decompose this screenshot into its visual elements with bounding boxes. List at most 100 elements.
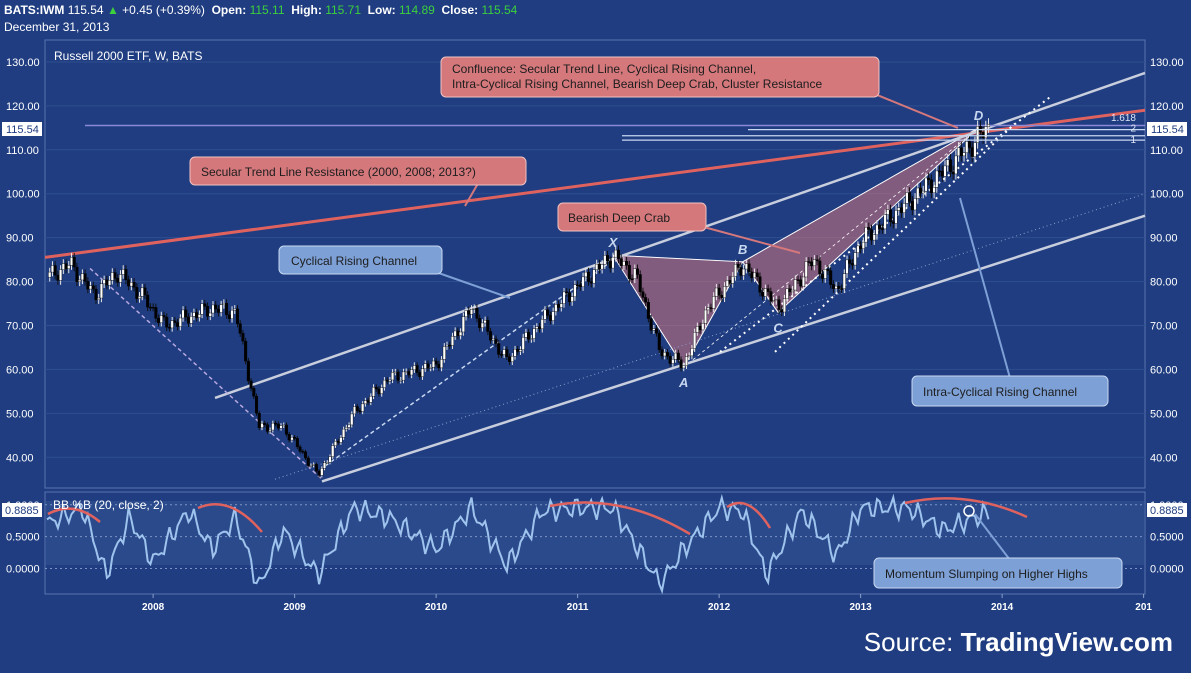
candle-body <box>690 348 694 357</box>
candle-body <box>693 331 697 349</box>
candle-body <box>940 170 944 177</box>
candle-body <box>450 336 454 346</box>
candle-body <box>295 438 299 448</box>
candle-body <box>660 349 664 357</box>
candle-body <box>323 462 327 469</box>
candle-body <box>644 297 648 303</box>
candle-body <box>627 265 631 279</box>
candle-body <box>807 261 811 263</box>
confluence-callout[interactable]: Confluence: Secular Trend Line, Cyclical… <box>440 56 959 129</box>
candle-body <box>219 304 223 313</box>
candle-body <box>891 221 895 224</box>
candle-body <box>497 343 501 355</box>
candle-body <box>938 170 942 173</box>
price-tick-left: 130.00 <box>6 57 40 69</box>
candle-body <box>129 282 133 287</box>
candle-body <box>48 271 52 278</box>
candle-body <box>67 265 71 270</box>
candle-body <box>56 274 60 281</box>
secular-trend-callout[interactable]: Secular Trend Line Resistance (2000, 200… <box>189 156 527 207</box>
pattern-point-C: C <box>773 320 783 335</box>
momentum-marker <box>963 505 975 517</box>
candle-body <box>899 207 903 213</box>
candle-body <box>516 349 520 352</box>
candle-body <box>453 330 457 337</box>
candle-body <box>244 340 248 362</box>
candle-body <box>840 288 844 290</box>
candle-body <box>780 309 784 313</box>
decline-dashed-line <box>89 267 323 480</box>
candle-body <box>625 261 629 266</box>
candles-layer <box>48 118 991 478</box>
intra-channel-callout[interactable]: Intra-Cyclical Rising Channel <box>911 197 1109 407</box>
price-tick-left: 120.00 <box>6 101 40 113</box>
quote-open: 115.11 <box>249 3 285 17</box>
candle-body <box>216 308 220 313</box>
source-prefix: Source: <box>863 627 961 657</box>
candle-body <box>426 363 430 369</box>
candle-body <box>214 304 218 310</box>
candle-body <box>94 288 98 300</box>
cyclical-channel-callout[interactable]: Cyclical Rising Channel <box>278 245 511 299</box>
candle-body <box>880 228 884 230</box>
candle-body <box>870 229 874 241</box>
candle-body <box>758 276 762 293</box>
candle-body <box>587 271 591 282</box>
channel-midline <box>274 193 1146 480</box>
candle-body <box>753 272 757 279</box>
momentum-callout-pointer <box>974 513 1011 561</box>
candle-body <box>655 328 659 334</box>
price-tick-left: 50.00 <box>6 408 34 420</box>
candle-body <box>358 410 362 412</box>
last-price-tag-right-text: 115.54 <box>1151 124 1184 136</box>
trend-lines-layer[interactable] <box>44 71 1146 483</box>
cyclical-channel-lower[interactable] <box>321 214 1146 483</box>
candle-body <box>173 320 177 323</box>
candle-body <box>192 312 196 317</box>
price-tick-left: 60.00 <box>6 364 34 376</box>
intra-channel-callout-text: Intra-Cyclical Rising Channel <box>923 385 1077 399</box>
source-credit[interactable]: Source: TradingView.com <box>864 627 1173 658</box>
candle-body <box>448 344 452 347</box>
candle-body <box>684 356 688 366</box>
cyclical-channel-upper[interactable] <box>214 71 1146 400</box>
candle-body <box>238 323 242 334</box>
candle-body <box>442 346 446 360</box>
candle-body <box>271 422 275 431</box>
candle-body <box>309 465 313 467</box>
candle-body <box>943 165 947 177</box>
candle-body <box>306 457 310 466</box>
candle-body <box>227 314 231 319</box>
time-axis[interactable]: 2008 2009 2010 2011 2012 2013 2014 201 <box>142 594 1152 613</box>
quote-high-label: High: <box>291 3 322 17</box>
candle-body <box>410 369 414 376</box>
candle-body <box>747 263 751 273</box>
candle-body <box>110 272 114 281</box>
price-pane-frame <box>44 39 1146 489</box>
price-tick-right: 120.00 <box>1150 101 1184 113</box>
candle-body <box>543 309 547 320</box>
candle-body <box>189 316 193 324</box>
candle-body <box>429 367 433 369</box>
candle-body <box>826 269 830 271</box>
candle-body <box>712 296 716 309</box>
price-tick-left: 40.00 <box>6 452 34 464</box>
candle-body <box>861 241 865 249</box>
momentum-callout[interactable]: Momentum Slumping on Higher Highs <box>873 505 1123 589</box>
candle-body <box>554 304 558 312</box>
secular-trend-line[interactable] <box>44 108 1146 259</box>
candle-body <box>355 406 359 411</box>
candle-body <box>744 263 748 270</box>
momentum-callout-box <box>873 557 1123 589</box>
quote-symbol[interactable]: BATS:IWM <box>4 3 65 17</box>
candle-body <box>766 288 770 292</box>
candle-body <box>206 306 210 317</box>
candle-body <box>472 308 476 310</box>
last-value-tag-left-bg <box>2 503 42 517</box>
candle-body <box>812 259 816 267</box>
price-axis[interactable]: 40.00 40.00 50.00 50.00 60.00 60.00 70.00 70.00… <box>6 57 1184 576</box>
bearish-crab-callout[interactable]: Bearish Deep Crab <box>557 202 801 254</box>
candle-body <box>86 281 90 290</box>
candle-body <box>140 287 144 297</box>
quote-header: BATS:IWM 115.54 ▲ +0.45 (+0.39%) Open: 1… <box>4 3 517 17</box>
